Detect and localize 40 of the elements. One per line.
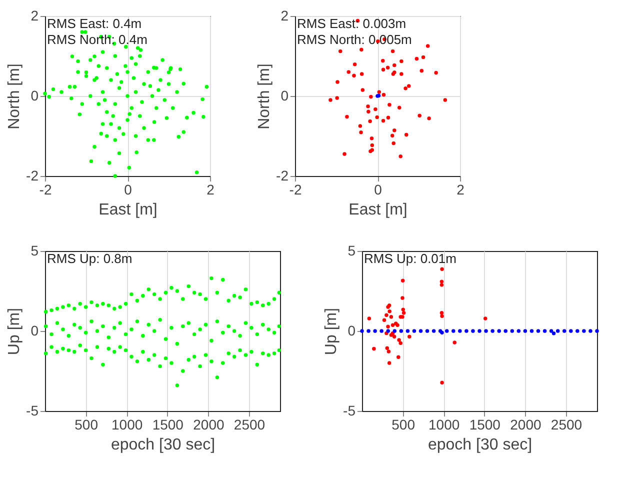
x-tick-label: 2 — [456, 182, 465, 198]
x-tick-label: 1500 — [469, 416, 501, 432]
x-tick-label: 1500 — [152, 416, 184, 432]
x-tick-label: 2500 — [234, 416, 266, 432]
x-tick-label: 1000 — [112, 416, 143, 432]
y-axis-title: North [m] — [256, 64, 274, 130]
annotation: RMS North: 0.005m — [297, 32, 412, 47]
y-tick-label: 0 — [280, 88, 289, 104]
x-tick-label: 1000 — [428, 416, 460, 432]
annotation: RMS East: 0.4m — [47, 16, 142, 31]
y-tick-label: -5 — [343, 402, 356, 418]
x-tick-label: 500 — [392, 416, 416, 432]
y-tick-label: 0 — [348, 322, 356, 338]
y-axis-title: North [m] — [6, 64, 24, 130]
x-tick-label: 0 — [124, 182, 132, 198]
x-axis-title: epoch [30 sec] — [110, 436, 216, 454]
x-tick-label: 2500 — [550, 416, 582, 432]
y-tick-label: -5 — [26, 402, 39, 418]
y-tick-label: 5 — [348, 242, 356, 258]
x-axis-title: epoch [30 sec] — [428, 436, 532, 454]
annotation: RMS Up: 0.01m — [364, 251, 456, 266]
x-tick-label: 0 — [374, 182, 382, 198]
y-tick-label: 5 — [30, 242, 39, 258]
y-tick-label: -2 — [26, 168, 39, 184]
x-axis-title: East [m] — [98, 202, 158, 218]
y-tick-label: 2 — [30, 8, 39, 24]
y-tick-label: 0 — [30, 88, 39, 104]
annotation: RMS North: 0.4m — [47, 32, 148, 47]
x-tick-label: 2 — [206, 182, 215, 198]
y-tick-label: -2 — [276, 168, 289, 184]
y-axis-title: Up [m] — [6, 308, 24, 356]
annotation: RMS Up: 0.8m — [47, 251, 132, 266]
y-axis-title: Up [m] — [323, 308, 340, 356]
y-tick-label: 2 — [280, 8, 289, 24]
x-tick-label: 500 — [74, 416, 98, 432]
x-tick-label: 2000 — [193, 416, 224, 432]
x-tick-label: 2000 — [510, 416, 542, 432]
y-tick-label: 0 — [30, 322, 39, 338]
annotation: RMS East: 0.003m — [297, 16, 406, 31]
x-axis-title: East [m] — [348, 202, 408, 218]
